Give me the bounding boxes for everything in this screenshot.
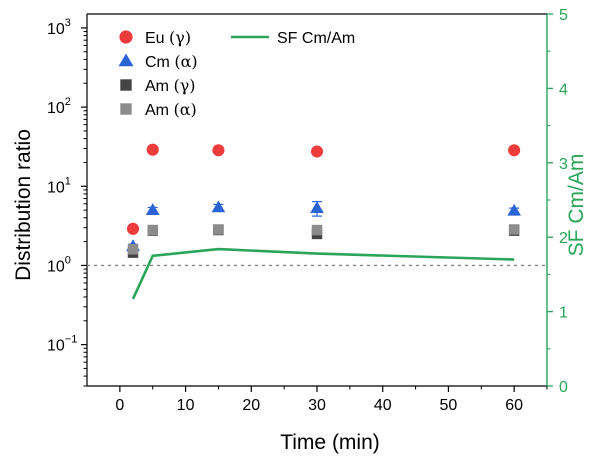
y2-tick-label: 5 (559, 7, 568, 24)
data-point (310, 145, 324, 158)
legend-item: Eu (γ) (119, 28, 191, 47)
legend: Eu (γ) Cm (α) Am (γ) Am (α) SF Cm/Am (118, 28, 355, 119)
x-axis-label: Time (min) (280, 431, 380, 454)
data-point (310, 201, 324, 213)
series-0 (126, 143, 521, 235)
x-tick-label: 30 (308, 397, 326, 414)
y2-tick-label: 2 (559, 230, 568, 247)
data-point (212, 144, 225, 157)
x-tick-label: 40 (374, 397, 392, 414)
x-tick-label: 50 (440, 397, 458, 414)
y2-tick-label: 1 (559, 305, 568, 322)
y-axis-left: 10−1 100 101 102 103 (47, 17, 87, 387)
legend-label: SF Cm/Am (277, 30, 355, 47)
legend-marker (120, 103, 132, 115)
y2-axis-label: SF Cm/Am (565, 154, 588, 257)
data-point (211, 200, 226, 213)
legend-item: Cm (α) (118, 52, 198, 71)
data-point (508, 224, 520, 235)
y-axis-right: 0 1 2 3 4 5 (547, 7, 568, 396)
x-tick-label: 0 (115, 397, 124, 414)
data-point (147, 224, 158, 236)
legend-label: Eu (γ) (145, 28, 191, 47)
x-axis: 0 10 20 30 40 50 60 (115, 386, 548, 414)
series-1 (126, 200, 521, 252)
series-4 (131, 247, 515, 300)
legend-item: Am (α) (120, 100, 197, 119)
y2-tick-label: 3 (559, 156, 568, 173)
x-tick-label: 10 (177, 397, 195, 414)
x-tick-label: 60 (505, 397, 523, 414)
legend-marker (118, 53, 134, 67)
legend-label: Cm (α) (145, 52, 198, 71)
legend-marker (120, 79, 132, 91)
series-3 (127, 224, 520, 255)
y-tick-label: 10−1 (47, 334, 77, 355)
legend-label: Am (α) (145, 100, 197, 119)
y-tick-label: 101 (47, 175, 71, 196)
sf-line (131, 247, 515, 300)
y-tick-label: 100 (47, 254, 71, 275)
x-tick-label: 20 (242, 397, 260, 414)
data-point (508, 144, 521, 157)
y2-tick-label: 4 (559, 81, 568, 98)
legend-item: SF Cm/Am (231, 30, 355, 47)
data-point (145, 203, 160, 215)
data-marks (126, 143, 521, 300)
legend-item: Am (γ) (120, 76, 196, 95)
data-point (126, 222, 140, 235)
data-point (127, 244, 139, 255)
y-tick-label: 102 (47, 96, 71, 117)
legend-label: Am (γ) (145, 76, 196, 95)
y-tick-label: 103 (47, 17, 71, 38)
y2-tick-label: 0 (559, 379, 568, 396)
legend-marker (119, 30, 133, 44)
plot-frame (86, 13, 548, 387)
data-point (146, 143, 159, 156)
data-point (311, 224, 323, 236)
data-point (507, 203, 521, 216)
data-point (213, 224, 224, 235)
y-axis-label: Distribution ratio (12, 129, 35, 281)
